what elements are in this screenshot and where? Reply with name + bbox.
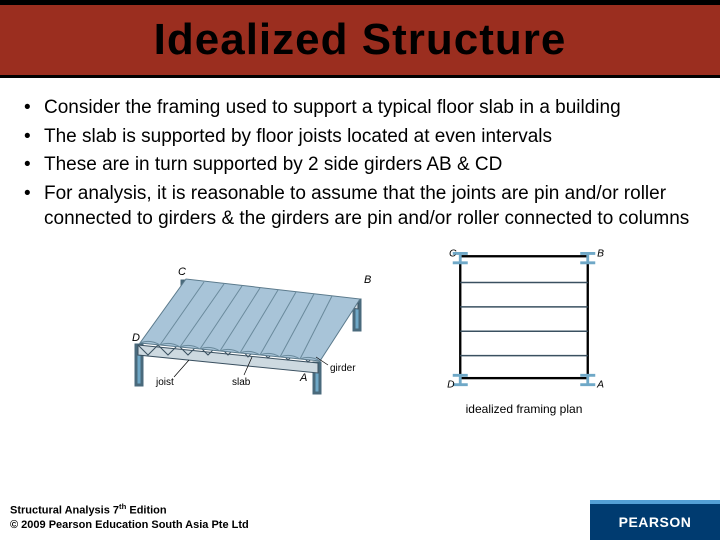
- slide-title: Idealized Structure: [154, 15, 567, 65]
- label-girder: girder: [330, 363, 356, 374]
- pearson-logo: PEARSON: [590, 500, 720, 540]
- label-C: C: [449, 249, 457, 260]
- label-D: D: [447, 380, 455, 391]
- figures-row: C B D A joist slab girder: [104, 245, 696, 416]
- label-A: A: [299, 372, 307, 384]
- label-B: B: [597, 249, 604, 260]
- figure-caption: idealized framing plan: [434, 402, 614, 416]
- bullet-list: Consider the framing used to support a t…: [24, 96, 696, 231]
- bullet-item: The slab is supported by floor joists lo…: [24, 125, 696, 150]
- idealized-plan-wrapper: C B D A idealized framing plan: [434, 245, 614, 416]
- content-area: Consider the framing used to support a t…: [0, 78, 720, 416]
- footer-line2: © 2009 Pearson Education South Asia Pte …: [10, 519, 249, 531]
- label-D: D: [132, 332, 140, 344]
- bullet-item: These are in turn supported by 2 side gi…: [24, 153, 696, 178]
- bullet-item: Consider the framing used to support a t…: [24, 96, 696, 121]
- footer-line1-prefix: Structural Analysis 7: [10, 505, 119, 517]
- label-C: C: [178, 266, 186, 278]
- footer-text: Structural Analysis 7th Edition © 2009 P…: [10, 502, 249, 532]
- idealized-framing-plan: C B D A: [434, 245, 614, 395]
- framing-isometric-figure: C B D A joist slab girder: [104, 245, 384, 395]
- pearson-logo-text: PEARSON: [619, 514, 692, 530]
- title-bar: Idealized Structure: [0, 0, 720, 78]
- label-B: B: [364, 274, 371, 286]
- label-slab: slab: [232, 377, 251, 388]
- bullet-item: For analysis, it is reasonable to assume…: [24, 182, 696, 231]
- footer-line1-suffix: Edition: [126, 505, 166, 517]
- label-joist: joist: [155, 377, 174, 388]
- label-A: A: [596, 380, 604, 391]
